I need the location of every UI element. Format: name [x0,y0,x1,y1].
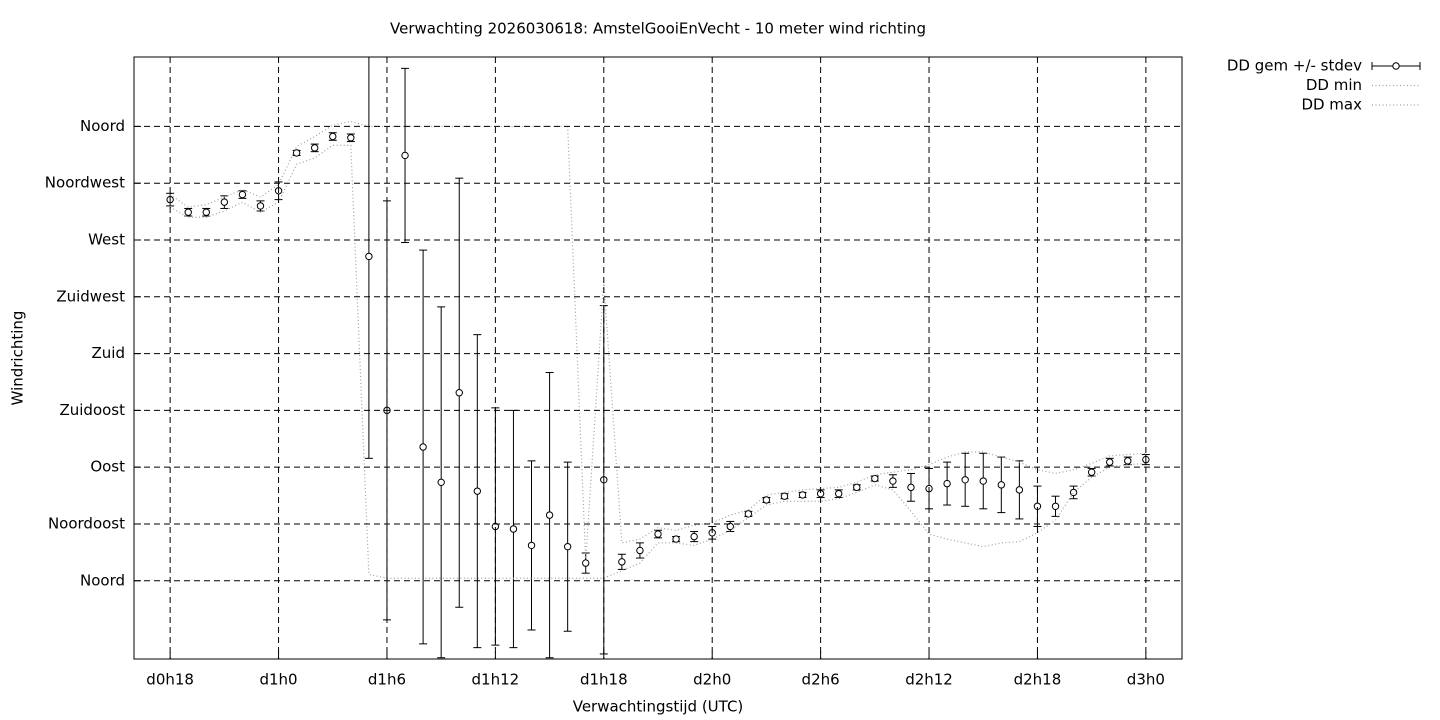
data-point [527,541,536,550]
y-tick-label: Oost [90,458,125,476]
plot-area [166,57,1150,659]
x-tick-label: d2h18 [1014,671,1062,689]
data-point [961,476,969,484]
data-point [780,492,789,500]
y-tick-label: Zuidoost [59,401,125,419]
series-line [169,144,1146,579]
data-point [220,198,229,206]
y-tick-label: West [88,230,125,248]
data-point [943,479,951,488]
data-point [1124,457,1132,465]
data-point [1015,486,1024,494]
data-point [979,477,987,485]
data-point [834,489,843,498]
data-point [473,487,482,495]
data-point [1087,468,1096,476]
data-point [726,522,734,531]
x-tick-label: d0h18 [146,671,194,689]
data-point [889,477,897,485]
data-point [672,535,680,543]
data-point [347,134,355,142]
data-point [654,530,662,538]
data-point [1069,488,1078,497]
y-tick-label: Noordwest [45,174,125,192]
x-axis-label: Verwachtingstijd (UTC) [573,698,744,716]
data-point [329,132,337,141]
data-point [310,144,319,152]
plot-frame [133,56,1183,660]
data-point [618,558,626,566]
data-point [1051,502,1060,510]
x-tick-label: d1h6 [368,671,406,689]
x-tick-label: d1h18 [580,671,628,689]
data-point [545,511,554,519]
y-tick-label: Noordoost [48,514,125,532]
data-point [509,525,518,533]
data-point [636,546,644,555]
y-axis-label: Windrichting [9,311,27,406]
x-tick-label: d3h0 [1127,671,1165,689]
y-tick-label: Noord [80,571,125,589]
data-point [582,559,590,567]
y-tick-label: Zuid [92,344,125,362]
data-point [744,510,753,518]
data-point [853,483,861,492]
x-tick-label: d2h6 [802,671,840,689]
data-point [455,389,463,397]
x-tick-label: d1h12 [472,671,520,689]
y-tick-label: Noord [80,117,125,135]
data-point [184,208,192,216]
data-point [997,481,1006,489]
data-point [238,190,247,199]
data-point [401,151,409,160]
series-line [169,120,1146,561]
data-point [563,542,572,551]
data-point [365,252,373,261]
x-tick-label: d1h0 [259,671,297,689]
x-tick-label: d2h0 [693,671,731,689]
data-point [1106,458,1114,466]
data-point [871,474,879,483]
legend-label: DD gem +/- stdev [1227,57,1362,75]
data-point [690,532,698,541]
data-point [762,496,771,504]
legend-swatch [1392,62,1400,70]
chart-title: Verwachting 2026030618: AmstelGooiEnVech… [390,20,926,38]
data-point [202,208,210,216]
y-tick-label: Zuidwest [56,287,125,305]
data-point [437,478,445,487]
data-point [798,491,807,499]
legend-label: DD min [1306,76,1362,94]
data-point [256,202,265,210]
data-point [907,483,915,492]
data-point [419,443,427,451]
legend-label: DD max [1301,96,1362,114]
x-tick-label: d2h12 [905,671,953,689]
